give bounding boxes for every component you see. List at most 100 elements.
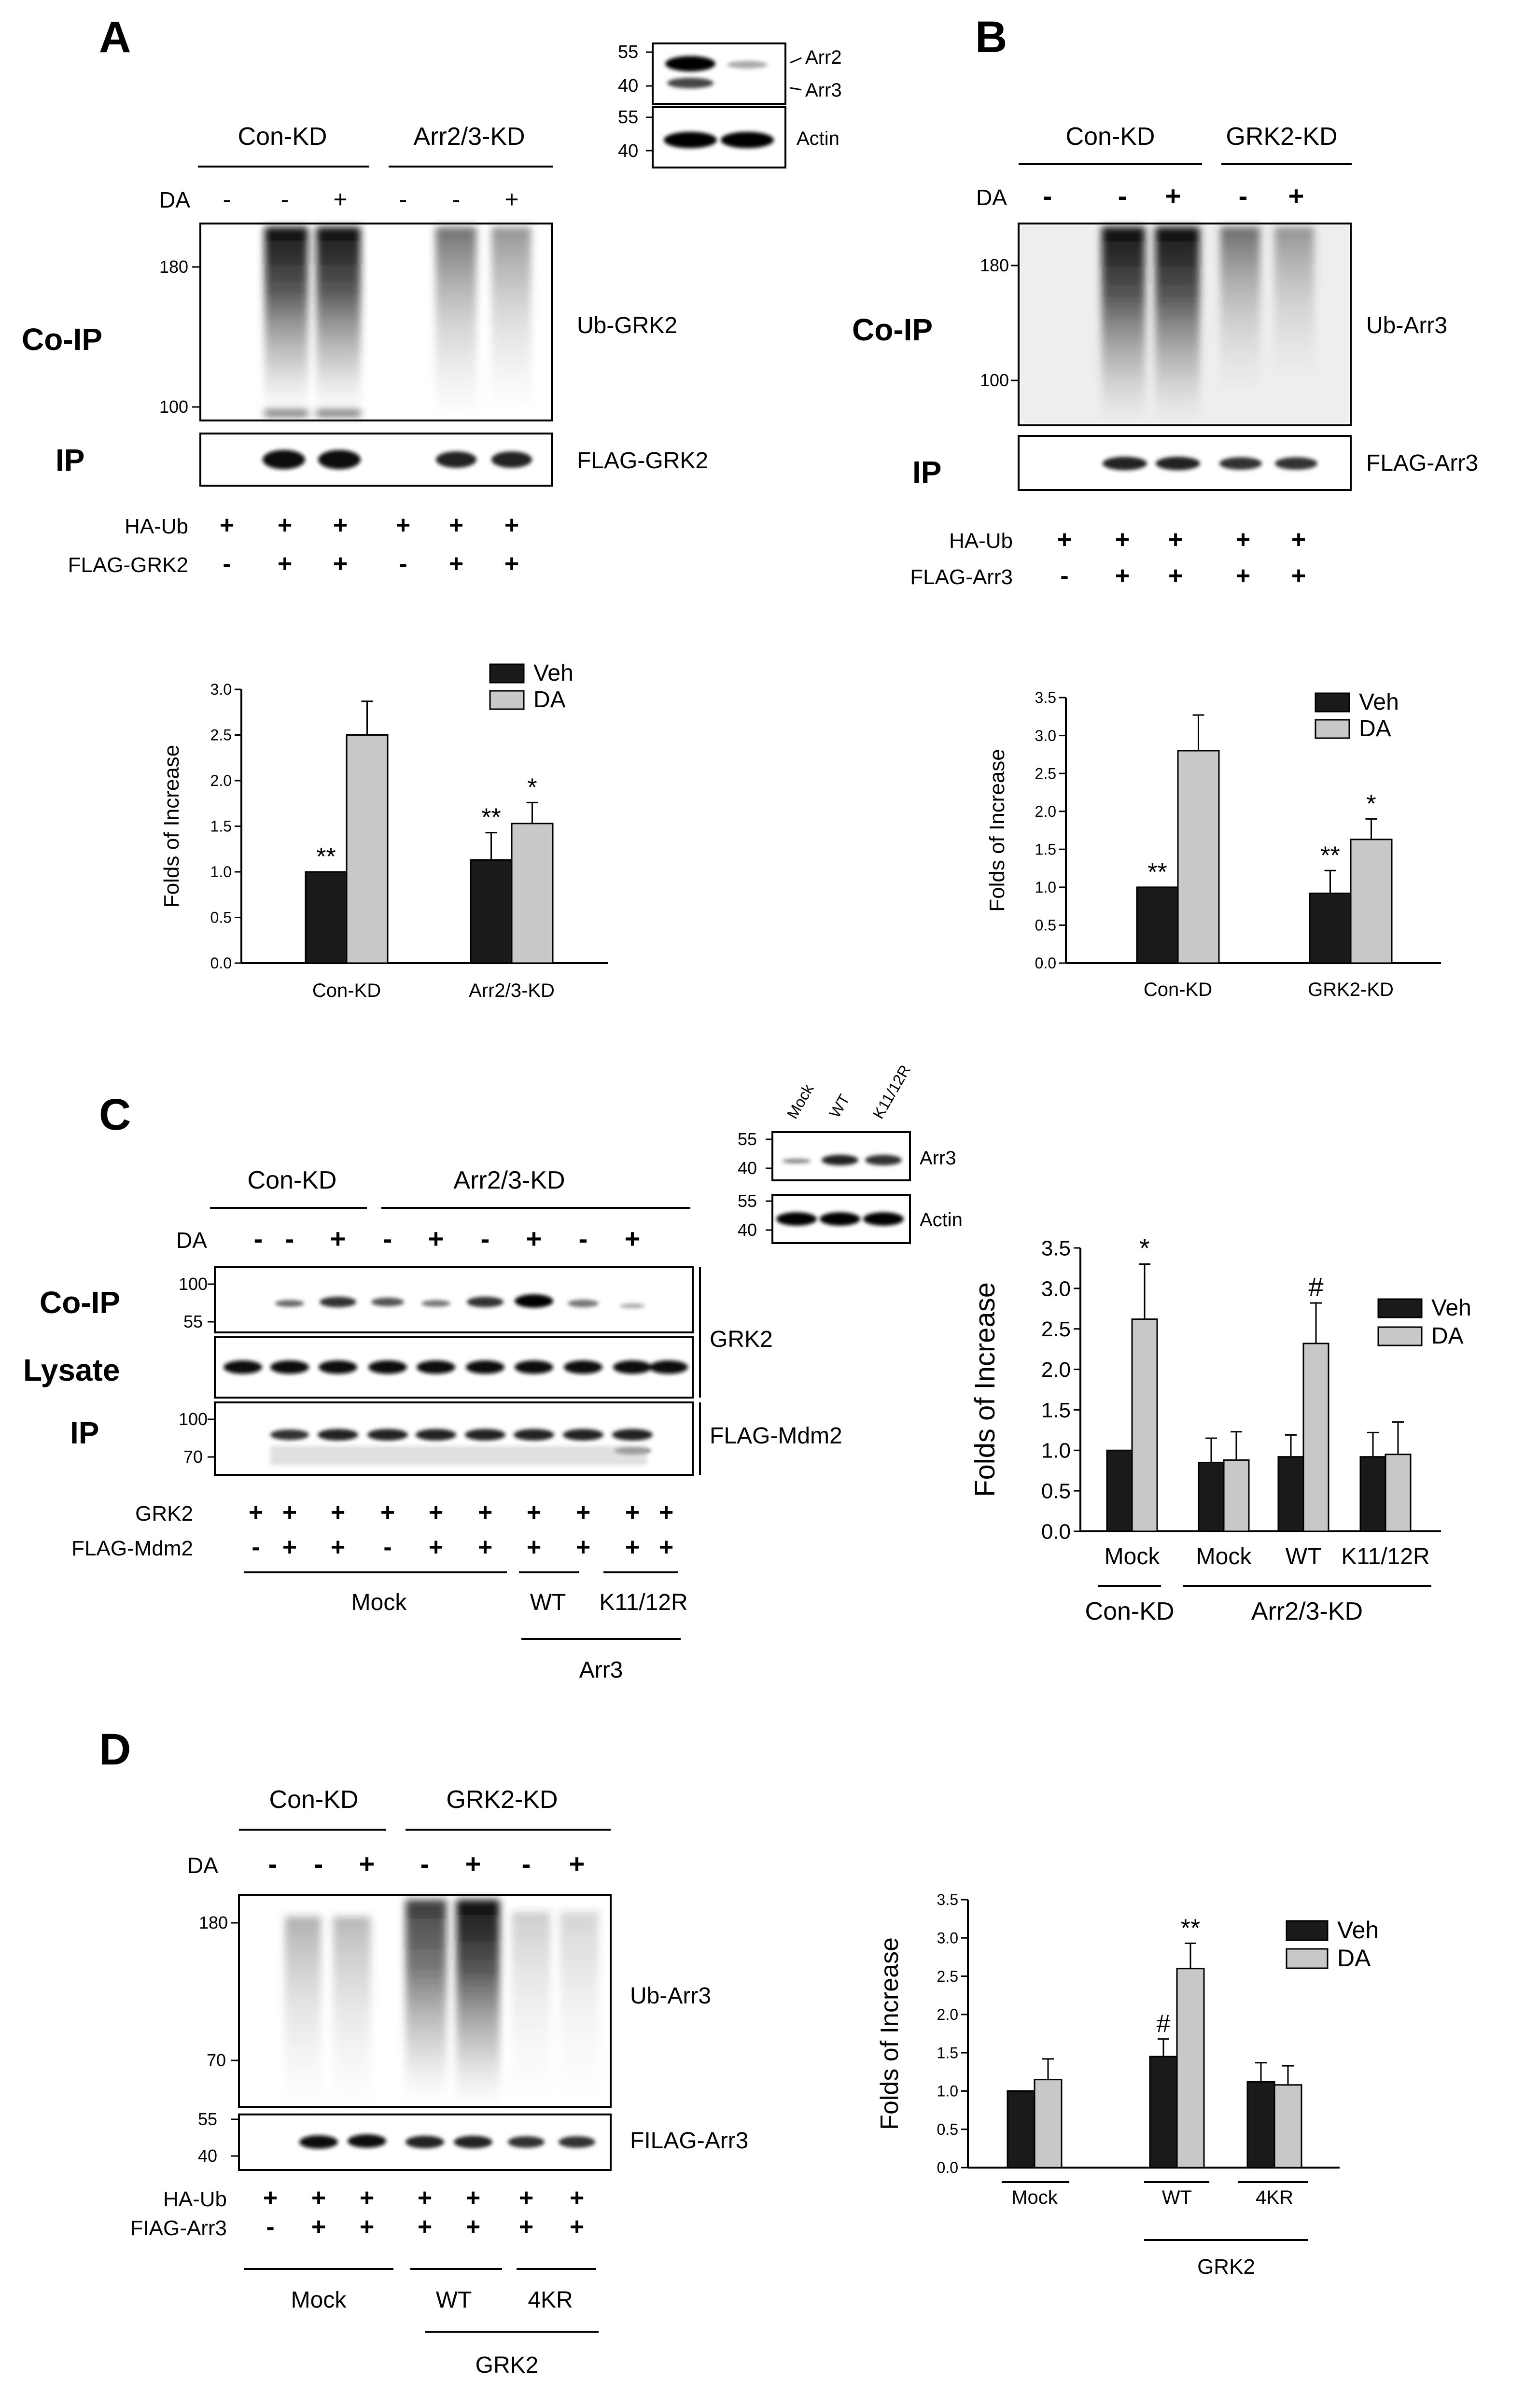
band <box>436 451 476 468</box>
sign-mark: - <box>266 2213 274 2241</box>
mw-label: 40 <box>738 1220 757 1240</box>
y-tick-label: 2.5 <box>1035 765 1056 782</box>
mw-label: 40 <box>618 141 638 161</box>
y-tick-label: 3.0 <box>1035 727 1056 744</box>
sign-mark: + <box>282 1498 297 1526</box>
mw-label: 55 <box>618 42 638 62</box>
lane-group-4kr: 4KR <box>528 2287 573 2313</box>
legend-swatch-veh <box>1315 692 1350 713</box>
mw-label: 55 <box>738 1191 757 1211</box>
panel-b-letter: B <box>975 13 1007 62</box>
group-label: Arr2/3-KD <box>413 123 525 151</box>
sign-mark: + <box>333 550 348 578</box>
y-tick-label: 3.5 <box>1035 689 1056 706</box>
band <box>822 1155 858 1165</box>
chart-c: 0.0 0.5 1.0 1.5 2.0 2.5 3.0 3.5 Folds of Increas… <box>969 1233 1471 1625</box>
sign-mark: + <box>333 511 348 539</box>
bar-da <box>1131 1318 1158 1532</box>
band <box>721 132 774 148</box>
sign-mark: + <box>330 1223 346 1254</box>
sign-mark: + <box>478 1498 492 1526</box>
row-label: FLAG-GRK2 <box>68 553 188 577</box>
inset-blot-arr <box>652 42 786 105</box>
sign-mark: + <box>1115 526 1130 554</box>
y-tick-label: 3.0 <box>1041 1277 1071 1301</box>
sign-mark: + <box>504 550 519 578</box>
bar-da <box>1273 2084 1302 2169</box>
mw-label: 100 <box>159 397 188 417</box>
legend-swatch-veh <box>489 663 525 684</box>
legend-label: DA <box>1431 1323 1464 1349</box>
sign-mark: + <box>311 2213 326 2241</box>
row-label-lysate: Lysate <box>23 1353 120 1387</box>
band <box>319 1360 357 1374</box>
sign-mark: + <box>429 1533 443 1561</box>
sign-mark: - <box>383 1533 392 1561</box>
sign-mark: + <box>418 2184 432 2212</box>
sign-mark: + <box>220 511 234 539</box>
panel-a: A 55 40 55 40 Arr2 Arr3 Actin Con-KD <box>22 13 842 578</box>
panel-d: D Con-KD GRK2-KD DA - - + - + - + 180 70 Ub-Ar… <box>99 1725 748 2378</box>
row-label-ip: IP <box>912 455 941 490</box>
significance-mark: * <box>527 773 537 801</box>
band-label-ub-grk2: Ub-GRK2 <box>577 313 677 338</box>
lane-group-grk2: GRK2 <box>476 2352 539 2378</box>
group-label: Arr2/3-KD <box>453 1166 565 1194</box>
lane-group-wt: WT <box>530 1590 566 1615</box>
band <box>1156 457 1200 470</box>
sign-mark: + <box>478 1533 492 1561</box>
bar-veh <box>1309 892 1352 964</box>
da-label: DA <box>976 185 1007 210</box>
sign-mark: - <box>268 1848 278 1879</box>
sign-mark: + <box>527 1498 541 1526</box>
band <box>649 1360 688 1374</box>
bar-veh <box>1007 2090 1035 2169</box>
sign-mark: - <box>579 1223 588 1254</box>
sign-mark: + <box>1291 562 1306 590</box>
sign-mark: + <box>526 1223 542 1254</box>
y-tick-label: 3.0 <box>210 681 232 698</box>
legend-label: Veh <box>533 660 574 686</box>
band-label-flag-arr3: FILAG-Arr3 <box>630 2128 748 2154</box>
group-label: GRK2-KD <box>446 1786 558 1814</box>
row-label-coip: Co-IP <box>40 1285 120 1320</box>
x-tick-label: Con-KD <box>312 980 381 1001</box>
mw-label: 55 <box>738 1129 757 1149</box>
sign-mark: + <box>466 2213 480 2241</box>
sign-mark: + <box>576 1498 590 1526</box>
legend-label: DA <box>1337 1945 1371 1972</box>
sign-mark: + <box>659 1498 673 1526</box>
legend-label: DA <box>1359 716 1391 742</box>
band-label-ub-arr3: Ub-Arr3 <box>1366 313 1447 338</box>
y-tick-label: 2.5 <box>937 1968 958 1985</box>
significance-mark: * <box>1139 1233 1150 1263</box>
sign-mark: + <box>396 511 410 539</box>
bar-veh <box>1246 2081 1275 2169</box>
sign-mark: + <box>527 1533 541 1561</box>
band <box>491 451 532 468</box>
y-tick-label: 2.5 <box>1041 1317 1071 1341</box>
row-label: FIAG-Arr3 <box>130 2216 227 2240</box>
sign-mark: - <box>399 186 407 213</box>
sign-mark: + <box>428 1223 444 1254</box>
sign-mark: + <box>504 186 518 213</box>
y-tick-label: 1.5 <box>210 818 232 835</box>
sign-mark: - <box>1060 562 1068 590</box>
y-tick-label: 0.5 <box>1035 917 1056 934</box>
row-label-coip: Co-IP <box>852 312 933 347</box>
sign-mark: + <box>331 1498 345 1526</box>
y-tick-label: 2.0 <box>1041 1358 1071 1382</box>
band-label-flag-grk2: FLAG-GRK2 <box>577 448 708 474</box>
sign-mark: + <box>360 2213 374 2241</box>
sign-mark: - <box>1239 181 1248 211</box>
sign-mark: + <box>466 2184 480 2212</box>
y-axis-label: Folds of Increase <box>969 1282 1001 1497</box>
y-tick-label: 0.5 <box>1041 1480 1071 1503</box>
panel-a-letter: A <box>99 13 131 62</box>
bar-veh <box>1359 1456 1386 1532</box>
sign-mark: + <box>1291 526 1306 554</box>
lane-group-arr3: Arr3 <box>579 1657 623 1683</box>
band <box>1103 457 1147 470</box>
sign-mark: + <box>1236 562 1250 590</box>
da-label: DA <box>176 1228 207 1253</box>
